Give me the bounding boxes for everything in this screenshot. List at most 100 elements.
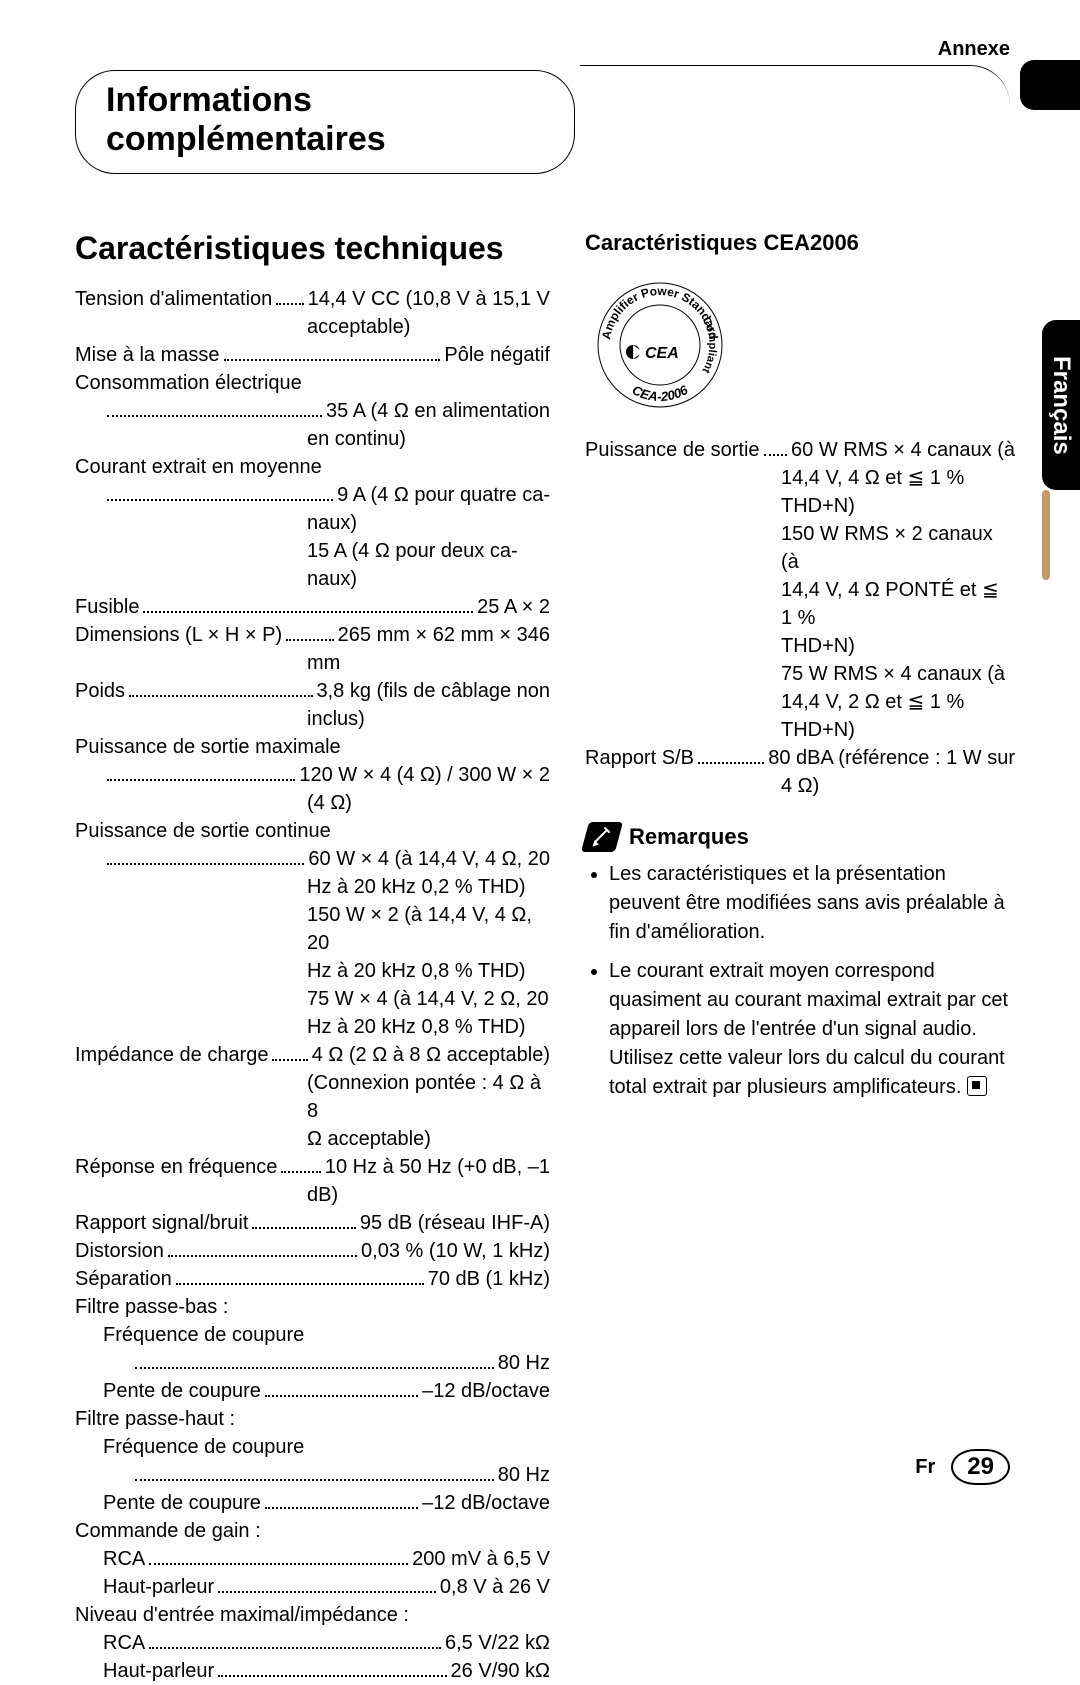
leader-dots bbox=[218, 1675, 446, 1677]
leader-dots bbox=[265, 1507, 418, 1509]
spec-row: 35 A (4 Ω en alimentation bbox=[103, 397, 550, 425]
spec-label: Séparation bbox=[75, 1265, 172, 1293]
note-item: Le courant extrait moyen correspond quas… bbox=[609, 957, 1015, 1102]
spec-value: 80 Hz bbox=[498, 1461, 550, 1489]
spec-value-cont: 14,4 V, 4 Ω et ≦ 1 % THD+N) bbox=[781, 464, 1015, 520]
spec-value-cont: THD+N) bbox=[781, 632, 1015, 660]
leader-dots bbox=[107, 779, 295, 781]
leader-dots bbox=[252, 1227, 355, 1229]
spec-label: Courant extrait en moyenne bbox=[75, 453, 322, 481]
spec-label: Niveau d'entrée maximal/impédance : bbox=[75, 1601, 409, 1629]
spec-value-cont: 4 Ω) bbox=[781, 772, 1015, 800]
spec-value: 0,8 V à 26 V bbox=[440, 1573, 550, 1601]
spec-value-cont: Ω acceptable) bbox=[307, 1125, 550, 1153]
spec-label: Poids bbox=[75, 677, 125, 705]
spec-value-cont: 15 A (4 Ω pour deux ca- bbox=[307, 537, 550, 565]
leader-dots bbox=[129, 695, 312, 697]
spec-row: Courant extrait en moyenne bbox=[75, 453, 550, 481]
leader-dots bbox=[107, 863, 304, 865]
spec-row: 80 Hz bbox=[131, 1461, 550, 1489]
spec-label: RCA bbox=[103, 1545, 145, 1573]
spec-row: Distorsion0,03 % (10 W, 1 kHz) bbox=[75, 1237, 550, 1265]
spec-value: 35 A (4 Ω en alimentation bbox=[326, 397, 550, 425]
spec-value: 25 A × 2 bbox=[477, 593, 550, 621]
notes-list: Les caractéristiques et la présentation … bbox=[585, 860, 1015, 1102]
spec-label: Haut-parleur bbox=[103, 1657, 214, 1685]
spec-value: 60 W × 4 (à 14,4 V, 4 Ω, 20 bbox=[308, 845, 550, 873]
spec-value-cont: 75 W × 4 (à 14,4 V, 2 Ω, 20 bbox=[307, 985, 550, 1013]
leader-dots bbox=[218, 1591, 436, 1593]
spec-label: Consommation électrique bbox=[75, 369, 302, 397]
remarques-header: Remarques bbox=[585, 822, 1015, 852]
leader-dots bbox=[107, 499, 333, 501]
spec-row: Puissance de sortie60 W RMS × 4 canaux (… bbox=[585, 436, 1015, 464]
spec-value-cont: (Connexion pontée : 4 Ω à 8 bbox=[307, 1069, 550, 1125]
spec-row: 80 Hz bbox=[131, 1349, 550, 1377]
title-line-2: complémentaires bbox=[106, 120, 386, 158]
spec-value-cont: 14,4 V, 4 Ω PONTÉ et ≦ 1 % bbox=[781, 576, 1015, 632]
cea2006-logo: Amplifier Power Standard CEA-2006 Compli… bbox=[585, 270, 735, 420]
spec-label: Pente de coupure bbox=[103, 1489, 261, 1517]
spec-row: Mise à la massePôle négatif bbox=[75, 341, 550, 369]
spec-value-cont: naux) bbox=[307, 509, 550, 537]
spec-value: 10 Hz à 50 Hz (+0 dB, –1 bbox=[325, 1153, 550, 1181]
spec-label: Haut-parleur bbox=[103, 1573, 214, 1601]
spec-value-cont: Hz à 20 kHz 0,8 % THD) bbox=[307, 957, 550, 985]
spec-row: Fréquence de coupure bbox=[103, 1433, 550, 1461]
spec-label: Réponse en fréquence bbox=[75, 1153, 277, 1181]
spec-row: Tension d'alimentation14,4 V CC (10,8 V … bbox=[75, 285, 550, 313]
spec-row: Impédance de charge4 Ω (2 Ω à 8 Ω accept… bbox=[75, 1041, 550, 1069]
specs-title: Caractéristiques techniques bbox=[75, 230, 550, 267]
spec-row: Rapport signal/bruit95 dB (réseau IHF-A) bbox=[75, 1209, 550, 1237]
spec-label: Puissance de sortie continue bbox=[75, 817, 331, 845]
spec-row: Filtre passe-bas : bbox=[75, 1293, 550, 1321]
spec-row: 9 A (4 Ω pour quatre ca- bbox=[103, 481, 550, 509]
spec-value: 0,03 % (10 W, 1 kHz) bbox=[361, 1237, 550, 1265]
end-mark-icon bbox=[967, 1076, 987, 1096]
leader-dots bbox=[698, 762, 764, 764]
side-accent bbox=[1042, 490, 1050, 580]
spec-label: Filtre passe-haut : bbox=[75, 1405, 235, 1433]
spec-row: Fréquence de coupure bbox=[103, 1321, 550, 1349]
spec-row: Haut-parleur 0,8 V à 26 V bbox=[103, 1573, 550, 1601]
spec-row: Consommation électrique bbox=[75, 369, 550, 397]
annexe-label: Annexe bbox=[938, 38, 1010, 61]
leader-dots bbox=[143, 611, 473, 613]
spec-value-cont: Hz à 20 kHz 0,2 % THD) bbox=[307, 873, 550, 901]
spec-value-cont: en continu) bbox=[307, 425, 550, 453]
spec-label: Fréquence de coupure bbox=[103, 1321, 304, 1349]
spec-value-cont: dB) bbox=[307, 1181, 550, 1209]
spec-value: 80 Hz bbox=[498, 1349, 550, 1377]
spec-value-cont: 14,4 V, 2 Ω et ≦ 1 % THD+N) bbox=[781, 688, 1015, 744]
spec-value: 80 dBA (référence : 1 W sur bbox=[768, 744, 1015, 772]
spec-value-cont: acceptable) bbox=[307, 313, 550, 341]
leader-dots bbox=[764, 454, 787, 456]
spec-value-cont: inclus) bbox=[307, 705, 550, 733]
header-title-box: Informations complémentaires bbox=[75, 70, 575, 174]
spec-row: 120 W × 4 (4 Ω) / 300 W × 2 bbox=[103, 761, 550, 789]
spec-label: Rapport signal/bruit bbox=[75, 1209, 248, 1237]
spec-row: Pente de coupure–12 dB/octave bbox=[103, 1377, 550, 1405]
leader-dots bbox=[168, 1255, 357, 1257]
spec-row: Pente de coupure–12 dB/octave bbox=[103, 1489, 550, 1517]
spec-label: Filtre passe-bas : bbox=[75, 1293, 228, 1321]
spec-label: Impédance de charge bbox=[75, 1041, 268, 1069]
language-label: Français bbox=[1047, 356, 1075, 455]
note-item: Les caractéristiques et la présentation … bbox=[609, 860, 1015, 947]
spec-row: Filtre passe-haut : bbox=[75, 1405, 550, 1433]
spec-row: Dimensions (L × H × P)265 mm × 62 mm × 3… bbox=[75, 621, 550, 649]
leader-dots bbox=[276, 303, 303, 305]
spec-value: 6,5 V/22 kΩ bbox=[445, 1629, 550, 1657]
spec-row: RCA6,5 V/22 kΩ bbox=[103, 1629, 550, 1657]
spec-value: 70 dB (1 kHz) bbox=[428, 1265, 550, 1293]
leader-dots bbox=[286, 639, 334, 641]
spec-value-cont: (4 Ω) bbox=[307, 789, 550, 817]
spec-row: Poids3,8 kg (fils de câblage non bbox=[75, 677, 550, 705]
spec-label: Tension d'alimentation bbox=[75, 285, 272, 313]
title-line-1: Informations bbox=[106, 81, 312, 119]
header-curve bbox=[580, 65, 1010, 136]
spec-value: 60 W RMS × 4 canaux (à bbox=[791, 436, 1015, 464]
note-icon bbox=[581, 822, 623, 852]
spec-row: RCA200 mV à 6,5 V bbox=[103, 1545, 550, 1573]
spec-label: Fréquence de coupure bbox=[103, 1433, 304, 1461]
